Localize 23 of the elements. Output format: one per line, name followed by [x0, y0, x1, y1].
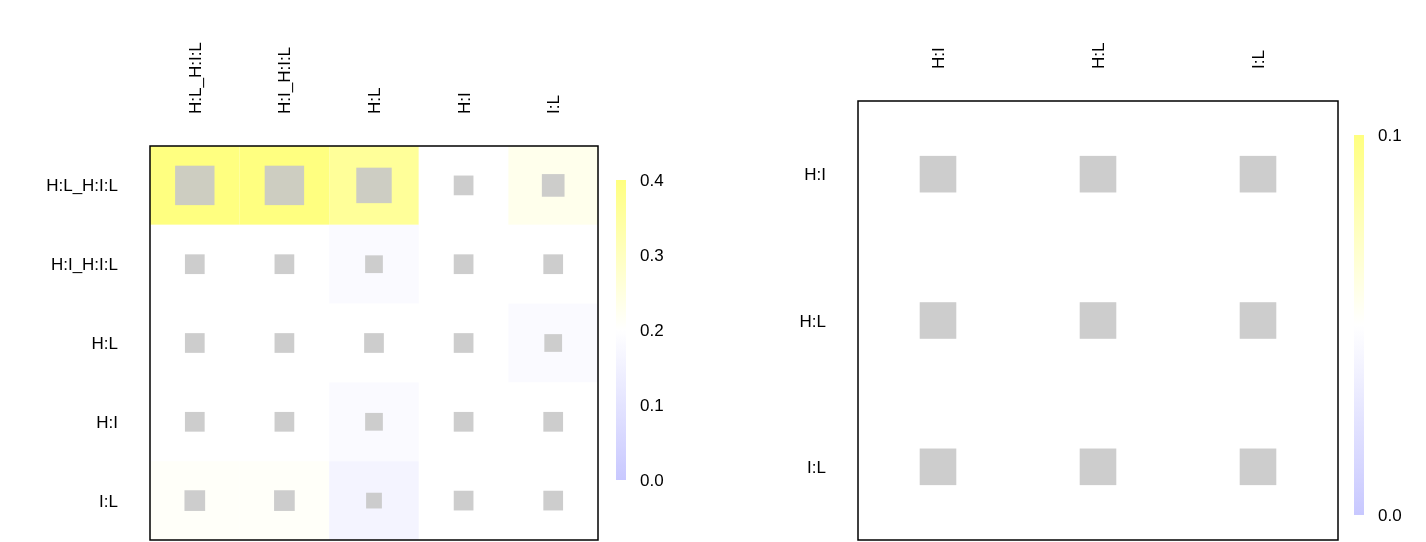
x-tick-label: I:L	[1249, 50, 1268, 69]
color-bar-label: 0.0	[640, 470, 664, 490]
color-bar-label: 0.1	[640, 395, 664, 415]
y-tick-label: I:L	[807, 457, 826, 477]
y-tick-label: I:L	[99, 491, 118, 511]
color-bar-label: 0.2	[640, 320, 664, 340]
x-tick-label: H:I	[929, 47, 948, 69]
x-tick-label: H:L_H:I:L	[185, 42, 205, 114]
y-tick-label: H:I	[804, 165, 826, 185]
x-tick-label: H:I	[454, 92, 474, 114]
x-tick-label: I:L	[544, 95, 564, 114]
x-tick-label: H:L	[365, 87, 384, 114]
color-bar-label: 0.4	[640, 170, 664, 190]
x-tick-label: H:I_H:I:L	[275, 46, 295, 114]
y-tick-label: H:L	[91, 334, 118, 353]
color-bar-label: 0.0	[1378, 505, 1402, 525]
y-tick-label: H:I	[96, 412, 118, 432]
y-tick-label: H:L_H:I:L	[46, 176, 118, 196]
color-bar-label: 0.1	[1378, 125, 1402, 145]
color-bar-label: 0.3	[640, 245, 664, 265]
y-tick-label: H:I_H:I:L	[50, 255, 118, 275]
y-tick-label: H:L	[799, 311, 826, 331]
x-tick-label: H:L	[1089, 42, 1108, 69]
